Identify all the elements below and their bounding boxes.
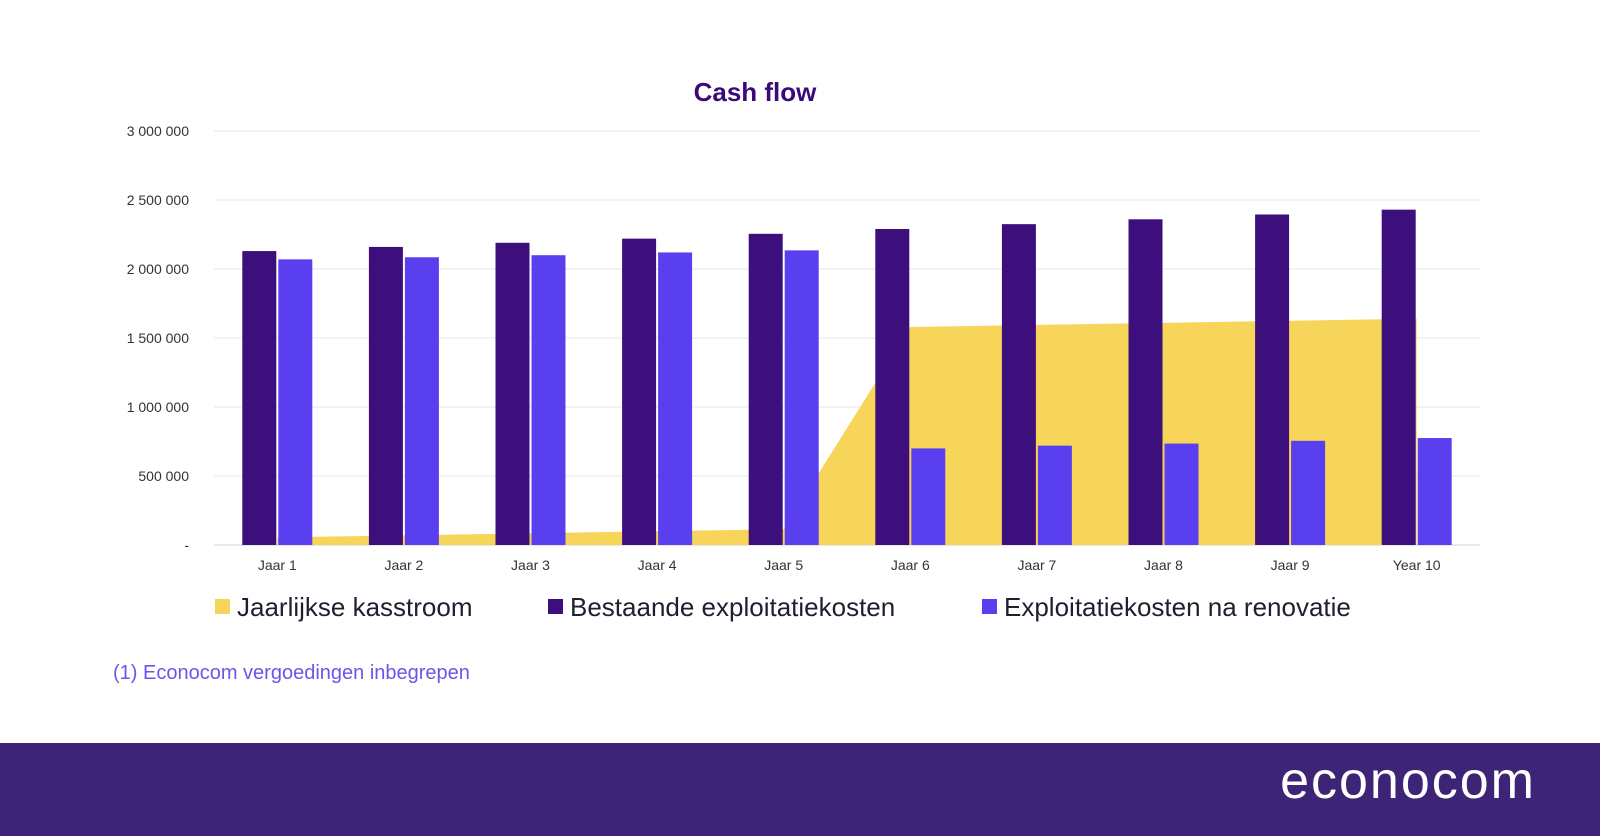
footnote: (1) Econocom vergoedingen inbegrepen — [113, 662, 470, 684]
x-tick-label: Jaar 7 — [1017, 557, 1056, 573]
bar-exploitatiekosten-na-renovatie — [531, 255, 566, 545]
bar-exploitatiekosten-na-renovatie — [1417, 438, 1452, 545]
bar-bestaande-exploitatiekosten — [748, 233, 783, 545]
x-tick-label: Year 10 — [1393, 557, 1441, 573]
bar-bestaande-exploitatiekosten — [242, 251, 277, 545]
bar-bestaande-exploitatiekosten — [1128, 219, 1163, 545]
area-jaarlijkse-kasstroom — [277, 318, 1417, 545]
y-tick-label: 500 000 — [138, 468, 189, 484]
legend-label: Bestaande exploitatiekosten — [570, 592, 895, 622]
x-tick-label: Jaar 1 — [258, 557, 297, 573]
bar-exploitatiekosten-na-renovatie — [278, 259, 313, 545]
x-tick-label: Jaar 4 — [638, 557, 677, 573]
y-tick-label: 1 500 000 — [127, 330, 189, 346]
kasstroom-area — [277, 318, 1417, 545]
x-tick-label: Jaar 5 — [764, 557, 803, 573]
bar-exploitatiekosten-na-renovatie — [784, 250, 819, 545]
bar-exploitatiekosten-na-renovatie — [911, 448, 946, 545]
bar-exploitatiekosten-na-renovatie — [1291, 440, 1326, 545]
bar-exploitatiekosten-na-renovatie — [1164, 443, 1199, 545]
legend-swatch — [215, 599, 230, 614]
bar-bestaande-exploitatiekosten — [368, 246, 403, 546]
legend: Jaarlijkse kasstroom Bestaande exploitati… — [215, 592, 1351, 622]
x-tick-label: Jaar 2 — [384, 557, 423, 573]
x-tick-label: Jaar 8 — [1144, 557, 1183, 573]
bar-exploitatiekosten-na-renovatie — [1037, 445, 1072, 545]
econocom-logo: econocom — [1280, 752, 1536, 810]
bars — [242, 209, 1452, 546]
axes: - 500 000 1 000 000 1 500 000 2 000 000 2 500… — [127, 123, 1441, 573]
y-tick-label: - — [184, 537, 189, 553]
chart-title: Cash flow — [694, 77, 818, 107]
legend-swatch — [982, 599, 997, 614]
bar-exploitatiekosten-na-renovatie — [658, 252, 693, 545]
bar-bestaande-exploitatiekosten — [1381, 209, 1416, 545]
bar-bestaande-exploitatiekosten — [875, 228, 910, 546]
y-tick-label: 3 000 000 — [127, 123, 189, 139]
footer-bar: econocom — [0, 743, 1600, 836]
legend-swatch — [548, 599, 563, 614]
bar-bestaande-exploitatiekosten — [622, 238, 657, 545]
bar-exploitatiekosten-na-renovatie — [404, 257, 439, 545]
x-tick-label: Jaar 6 — [891, 557, 930, 573]
bar-bestaande-exploitatiekosten — [1255, 214, 1290, 546]
cash-flow-chart: Cash flow - 500 000 1 000 000 1 500 000 2 00… — [127, 77, 1480, 622]
x-tick-label: Jaar 9 — [1271, 557, 1310, 573]
y-tick-label: 2 000 000 — [127, 261, 189, 277]
bar-bestaande-exploitatiekosten — [495, 242, 530, 545]
y-tick-label: 2 500 000 — [127, 192, 189, 208]
y-tick-label: 1 000 000 — [127, 399, 189, 415]
bar-bestaande-exploitatiekosten — [1001, 224, 1036, 545]
legend-label: Exploitatiekosten na renovatie — [1004, 592, 1351, 622]
legend-label: Jaarlijkse kasstroom — [237, 592, 473, 622]
x-tick-label: Jaar 3 — [511, 557, 550, 573]
